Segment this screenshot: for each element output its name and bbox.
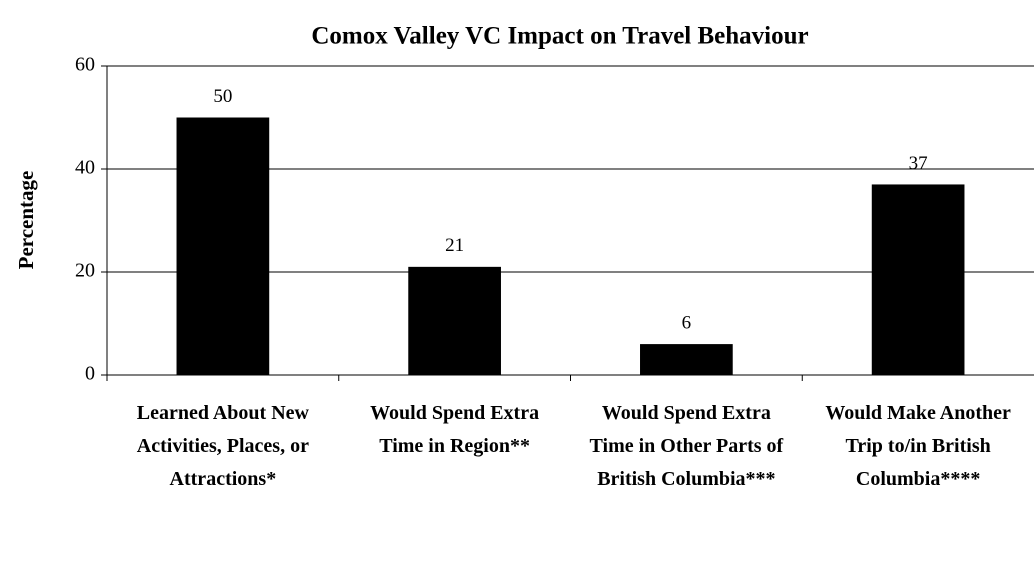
- data-label: 37: [909, 153, 928, 174]
- bar: [871, 184, 965, 375]
- bar: [408, 266, 501, 375]
- y-tick-label: 20: [75, 260, 95, 282]
- bar: [640, 344, 733, 375]
- chart-title: Comox Valley VC Impact on Travel Behavio…: [311, 23, 808, 50]
- x-tick-label: Would Make Another Trip to/in British Co…: [825, 402, 1011, 490]
- data-label: 21: [445, 235, 464, 256]
- data-label: 6: [682, 312, 692, 333]
- x-tick-label: Would Spend Extra Time in Other Parts of…: [589, 402, 784, 490]
- y-axis-label: Percentage: [14, 171, 38, 270]
- data-label: 50: [213, 86, 232, 107]
- y-tick-label: 40: [75, 157, 95, 179]
- bar: [176, 117, 270, 375]
- x-tick-label: Learned About New Activities, Places, or…: [136, 402, 309, 490]
- x-tick-label: Would Spend Extra Time in Region**: [370, 402, 540, 457]
- y-tick-label: 0: [85, 363, 95, 385]
- y-tick-label: 60: [75, 54, 95, 76]
